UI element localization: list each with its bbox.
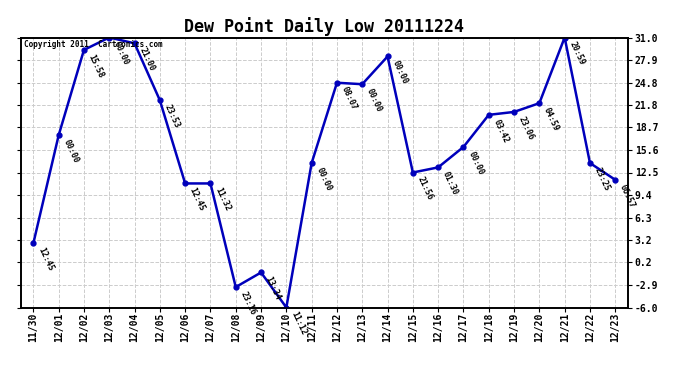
- Text: 06:57: 06:57: [618, 183, 637, 209]
- Text: 01:30: 01:30: [441, 170, 460, 196]
- Title: Dew Point Daily Low 20111224: Dew Point Daily Low 20111224: [184, 17, 464, 36]
- Text: 00:00: 00:00: [61, 138, 80, 165]
- Text: 00:00: 00:00: [112, 40, 130, 67]
- Text: 00:00: 00:00: [391, 59, 409, 86]
- Text: 11:32: 11:32: [213, 186, 232, 213]
- Text: 04:59: 04:59: [542, 106, 561, 132]
- Text: 03:42: 03:42: [491, 118, 510, 144]
- Text: 00:00: 00:00: [466, 150, 485, 176]
- Text: 23:25: 23:25: [593, 166, 611, 192]
- Text: 11:12: 11:12: [289, 310, 308, 337]
- Text: 23:16: 23:16: [239, 290, 257, 316]
- Text: 12:45: 12:45: [188, 186, 206, 213]
- Text: 00:00: 00:00: [365, 87, 384, 114]
- Text: Copyright 2011  Cartronics.com: Copyright 2011 Cartronics.com: [23, 40, 162, 49]
- Text: 21:00: 21:00: [137, 46, 156, 73]
- Text: 15:58: 15:58: [87, 53, 106, 79]
- Text: 08:07: 08:07: [339, 86, 358, 112]
- Text: 00:00: 00:00: [315, 166, 333, 192]
- Text: 12:45: 12:45: [36, 246, 55, 273]
- Text: 13:34: 13:34: [264, 275, 282, 302]
- Text: 20:59: 20:59: [567, 40, 586, 67]
- Text: 21:56: 21:56: [415, 175, 434, 202]
- Text: 23:53: 23:53: [163, 103, 181, 129]
- Text: 23:06: 23:06: [517, 115, 535, 141]
